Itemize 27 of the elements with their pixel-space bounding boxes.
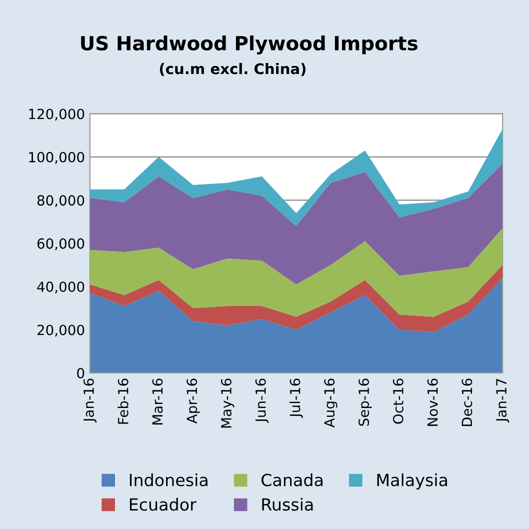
x-tick-label: May-16 (220, 378, 234, 428)
y-tick-label: 60,000 (37, 238, 84, 250)
y-tick-label: 0 (77, 368, 84, 378)
legend-label: Canada (262, 473, 322, 486)
legend-label: Ecuador (130, 498, 196, 511)
y-tick-label: 100,000 (29, 152, 84, 164)
x-tick-label: Sep-16 (358, 378, 372, 426)
x-tick-label: Apr-16 (186, 378, 200, 424)
x-tick-label: Oct-16 (392, 378, 404, 424)
y-tick-label: 40,000 (37, 282, 84, 294)
x-tick-label: Nov-16 (427, 378, 438, 426)
legend-label: Russia (262, 498, 313, 511)
y-tick-label: 80,000 (37, 195, 84, 208)
y-tick-label: 120,000 (29, 108, 84, 121)
x-tick-label: Jan-17 (496, 378, 510, 423)
y-tick-label: 20,000 (37, 324, 84, 337)
x-tick-label: Mar-16 (152, 378, 163, 424)
legend-label: Malaysia (377, 473, 447, 490)
x-tick-label: Feb-16 (118, 378, 128, 424)
x-tick-label: Jul-16 (290, 378, 303, 418)
chart-subtitle: (cu.m excl. China) (160, 62, 306, 76)
x-tick-label: Jan-16 (83, 378, 97, 423)
chart-title: US Hardwood Plywood Imports (81, 35, 418, 54)
x-tick-label: Jun-16 (255, 378, 268, 423)
x-tick-label: Aug-16 (324, 378, 338, 428)
x-tick-label: Dec-16 (462, 378, 472, 426)
legend-label: Indonesia (130, 473, 208, 486)
